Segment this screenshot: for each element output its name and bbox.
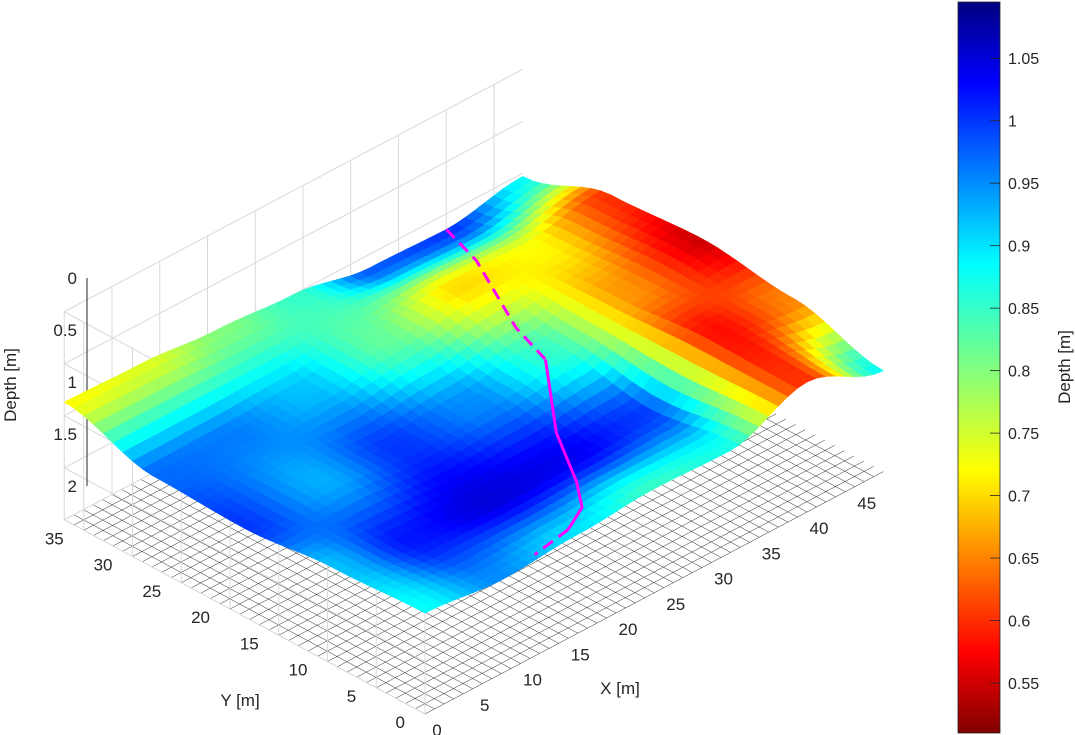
y-tick-label: 5 [347,687,356,706]
y-tick-label: 25 [142,582,161,601]
colorbar-label: Depth [m] [1055,330,1074,404]
x-tick-label: 0 [432,721,441,735]
y-tick-label: 30 [94,556,113,575]
x-tick-label: 30 [714,570,733,589]
z-tick-label: 2 [68,477,77,496]
colorbar-tick-label: 0.8 [1008,364,1030,381]
colorbar-gradient [957,1,1001,734]
floor-grid-line-x [73,514,435,710]
y-axis-label: Y [m] [220,691,259,710]
x-tick-label: 15 [571,645,590,664]
y-tick-label: 10 [289,661,308,680]
colorbar-tick-label: 0.7 [1008,489,1030,506]
axis-ticks: 0 5 10 15 20 25 30 35 40 45 0 5 10 15 20 25 30 35 0 0.5 1 1.5… [45,269,876,735]
path-overlay [445,228,584,556]
floor-grid-line-y [366,439,826,683]
colorbar-tick-label: 0.65 [1008,551,1039,568]
path-segment-dashed [533,528,569,556]
x-tick-label: 20 [619,620,638,639]
floor-grid-line-x [130,484,492,679]
colorbar-tick-label: 0.95 [1008,176,1039,193]
side-wall-gridline [64,519,426,715]
colorbar-tick-label: 0.6 [1008,614,1030,631]
x-axis-label: X [m] [600,679,640,698]
colorbar: 0.55 0.6 0.65 0.7 0.75 0.8 0.85 0.9 0.95 1 1.05 De… [957,1,1074,734]
floor-grid-line-x [83,509,445,705]
floor-grid-line-y [356,434,816,678]
y-tick-label: 0 [396,713,405,732]
colorbar-tick-label: 0.85 [1008,301,1039,318]
x-tick-label: 25 [666,595,685,614]
colorbar-tick-label: 0.75 [1008,426,1039,443]
colorbar-tick-label: 0.55 [1008,676,1039,693]
depth-surface [63,176,885,614]
x-tick-label: 40 [810,519,829,538]
floor-grid-line-y [346,429,806,673]
floor-grid-line-x [92,504,454,700]
z-tick-label: 0.5 [53,321,77,340]
floor-grid-line-y [337,424,796,667]
colorbar-tick-label: 1 [1008,114,1017,131]
floor-grid-line-y [395,455,855,699]
floor-grid-line-x [140,479,502,674]
colorbar-tick-label: 1.05 [1008,51,1039,68]
path-segment-dashed [445,228,547,361]
floor-grid-line-y [385,450,845,694]
x-tick-label: 10 [523,671,542,690]
x-tick-label: 5 [480,696,489,715]
side-wall-gridline [64,467,426,663]
y-tick-label: 15 [240,634,259,653]
z-axis-label: Depth [m] [1,348,20,422]
floor-grid-line-y [415,466,874,709]
floor-grid-line-y [376,445,835,688]
floor-grid-line-x [102,499,464,695]
y-tick-label: 35 [45,529,64,548]
colorbar-tick-label: 0.9 [1008,239,1030,256]
path-segment-solid [544,359,584,531]
floor-grid-line-y [405,460,865,704]
z-tick-label: 0 [68,269,77,288]
x-tick-label: 45 [857,494,876,513]
surface-patch [863,364,885,375]
floor-grid-line-x [111,494,473,689]
z-tick-label: 1.5 [53,425,77,444]
z-tick-label: 1 [68,373,77,392]
y-tick-label: 20 [191,608,210,627]
floor-grid-line-y [424,471,884,715]
x-tick-label: 35 [762,544,781,563]
